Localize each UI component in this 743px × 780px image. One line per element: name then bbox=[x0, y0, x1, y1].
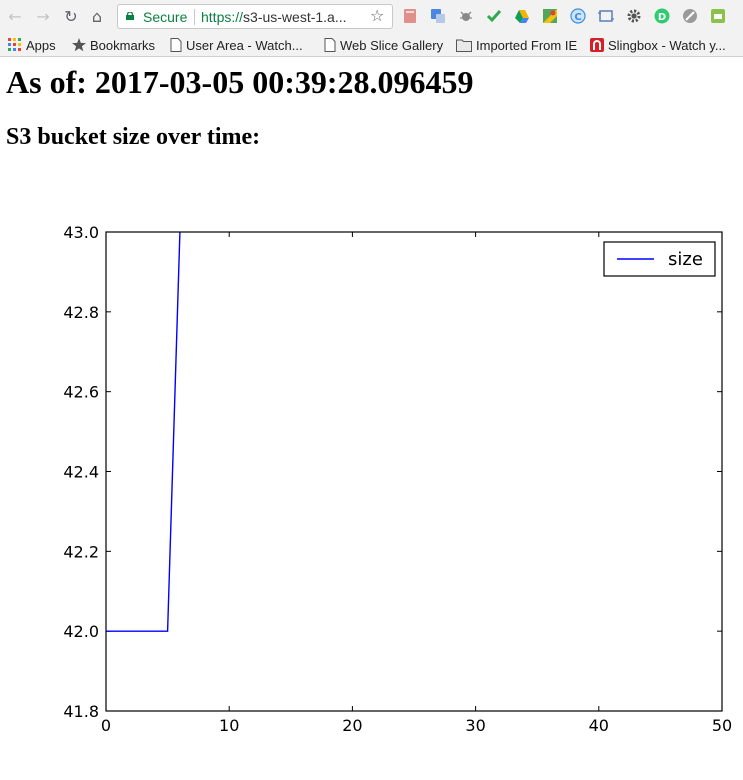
extension-print-icon[interactable] bbox=[710, 8, 726, 24]
lock-icon bbox=[126, 12, 134, 20]
home-icon[interactable]: ⌂ bbox=[91, 6, 103, 26]
bookmark-slingbox[interactable]: Slingbox - Watch y... bbox=[590, 36, 736, 54]
browser-toolbar: ← → ↻ ⌂ Secure https://s3-us-west-1.a...… bbox=[0, 0, 743, 33]
extension-checkmark-icon[interactable] bbox=[486, 8, 502, 24]
svg-text:D: D bbox=[658, 12, 666, 23]
x-tick-label: 0 bbox=[101, 716, 111, 735]
folder-icon bbox=[456, 39, 472, 52]
page-icon bbox=[170, 38, 182, 52]
x-tick-label: 50 bbox=[712, 716, 732, 735]
page-icon bbox=[324, 38, 336, 52]
slingbox-icon bbox=[590, 38, 604, 52]
bookmark-bookmarks[interactable]: Bookmarks bbox=[72, 36, 155, 54]
y-tick-label: 42.6 bbox=[63, 383, 99, 402]
extension-bug-icon[interactable] bbox=[458, 8, 474, 24]
url-host: s3-us-west-1.a... bbox=[243, 9, 347, 25]
extension-book-icon[interactable] bbox=[402, 8, 418, 24]
extension-c-icon[interactable]: C bbox=[570, 8, 586, 24]
y-tick-label: 41.8 bbox=[63, 702, 99, 721]
x-tick-label: 40 bbox=[589, 716, 609, 735]
extension-d-icon[interactable]: D bbox=[654, 8, 670, 24]
plot-frame bbox=[105, 231, 723, 712]
bookmark-label: Apps bbox=[26, 37, 56, 53]
address-bar[interactable]: Secure https://s3-us-west-1.a... ☆ bbox=[117, 4, 393, 29]
address-bar-divider bbox=[194, 9, 195, 25]
gear-icon[interactable] bbox=[626, 8, 642, 24]
extension-blocker-icon[interactable] bbox=[682, 8, 698, 24]
bookmark-imported-from-ie[interactable]: Imported From IE bbox=[456, 36, 577, 54]
bookmark-label: Imported From IE bbox=[476, 37, 578, 53]
bookmark-label: Slingbox - Watch y... bbox=[608, 37, 726, 53]
bookmark-web-slice-gallery[interactable]: Web Slice Gallery bbox=[324, 36, 443, 54]
extension-translate-icon[interactable] bbox=[430, 8, 446, 24]
bookmark-label: Bookmarks bbox=[90, 37, 156, 53]
bookmark-user-area[interactable]: User Area - Watch... bbox=[170, 36, 304, 54]
bookmark-label: User Area - Watch... bbox=[186, 37, 303, 53]
x-tick-label: 30 bbox=[465, 716, 485, 735]
extension-maps-icon[interactable] bbox=[542, 8, 558, 24]
bookmark-apps[interactable]: Apps bbox=[8, 36, 56, 54]
extension-screenshot-icon[interactable] bbox=[598, 8, 614, 24]
apps-grid-icon bbox=[8, 38, 21, 51]
back-arrow-icon[interactable]: ← bbox=[8, 6, 22, 26]
x-tick-label: 10 bbox=[219, 716, 239, 735]
svg-text:C: C bbox=[574, 12, 581, 23]
star-icon bbox=[72, 38, 86, 52]
reload-icon[interactable]: ↻ bbox=[64, 6, 78, 26]
bookmark-label: Web Slice Gallery bbox=[340, 37, 444, 53]
y-tick-label: 43.0 bbox=[63, 223, 99, 242]
bucket-size-chart: 41.8 42.0 42.2 42.4 42.6 42.8 43.0 0 10 20 30 40 50 s… bbox=[63, 223, 732, 735]
security-status-label: Secure bbox=[143, 9, 188, 25]
y-tick-label: 42.8 bbox=[63, 303, 99, 322]
google-drive-icon[interactable] bbox=[514, 8, 530, 24]
bookmarks-bar: Apps Bookmarks User Area - Watch... Web … bbox=[0, 33, 743, 57]
y-tick-label: 42.4 bbox=[63, 463, 99, 482]
forward-arrow-icon[interactable]: → bbox=[36, 6, 50, 26]
legend-label: size bbox=[668, 249, 703, 270]
page-subheading: S3 bucket size over time: bbox=[6, 124, 261, 150]
y-tick-label: 42.0 bbox=[63, 622, 99, 641]
series-line-size bbox=[106, 232, 181, 632]
x-tick-label: 20 bbox=[342, 716, 362, 735]
page-heading: As of: 2017-03-05 00:39:28.096459 bbox=[6, 64, 474, 100]
y-tick-label: 42.2 bbox=[63, 542, 99, 561]
bookmark-star-icon[interactable]: ☆ bbox=[370, 6, 385, 25]
url-text[interactable]: https://s3-us-west-1.a... bbox=[201, 9, 363, 25]
url-scheme: https:// bbox=[201, 9, 244, 25]
